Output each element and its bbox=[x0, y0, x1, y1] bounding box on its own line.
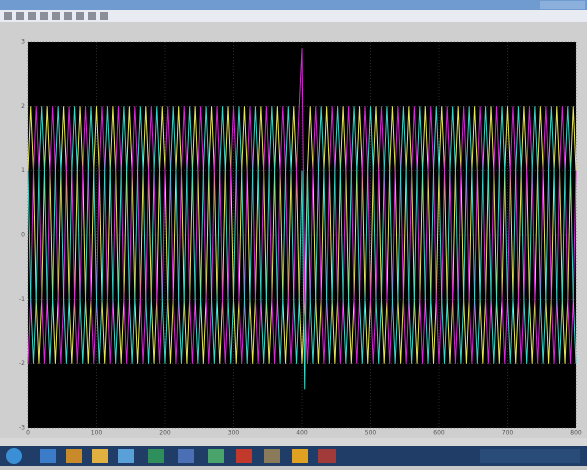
waveform bbox=[27, 106, 577, 390]
taskbar-icons[interactable] bbox=[40, 449, 336, 463]
waveform bbox=[27, 48, 577, 364]
x-tick-label: 400 bbox=[296, 430, 308, 437]
toolbar-icons[interactable] bbox=[4, 12, 108, 20]
status-bar bbox=[0, 438, 587, 446]
waveform bbox=[27, 106, 577, 364]
window-buttons[interactable] bbox=[540, 1, 585, 9]
y-tick-label: 1 bbox=[21, 167, 25, 174]
start-button[interactable] bbox=[6, 448, 22, 464]
x-tick-label: 500 bbox=[365, 430, 377, 437]
x-tick-label: 800 bbox=[570, 430, 582, 437]
x-tick-label: 300 bbox=[228, 430, 240, 437]
plot-layer: -3 -2 -1 0 1 2 3 0 100 200 300 400 500 600 700 800 bbox=[19, 39, 582, 437]
x-tick-label: 600 bbox=[433, 430, 445, 437]
title-bar bbox=[0, 0, 587, 10]
toolbar bbox=[0, 10, 587, 22]
x-tick-label: 100 bbox=[91, 430, 103, 437]
x-tick-label: 0 bbox=[26, 430, 30, 437]
system-tray bbox=[480, 449, 580, 463]
y-tick-label: 3 bbox=[21, 39, 25, 46]
y-tick-label: -3 bbox=[19, 425, 25, 432]
y-tick-label: 0 bbox=[21, 232, 25, 239]
y-tick-label: -1 bbox=[19, 296, 25, 303]
x-tick-label: 200 bbox=[159, 430, 171, 437]
y-tick-label: -2 bbox=[19, 360, 25, 367]
x-tick-label: 700 bbox=[502, 430, 514, 437]
y-tick-label: 2 bbox=[21, 103, 25, 110]
